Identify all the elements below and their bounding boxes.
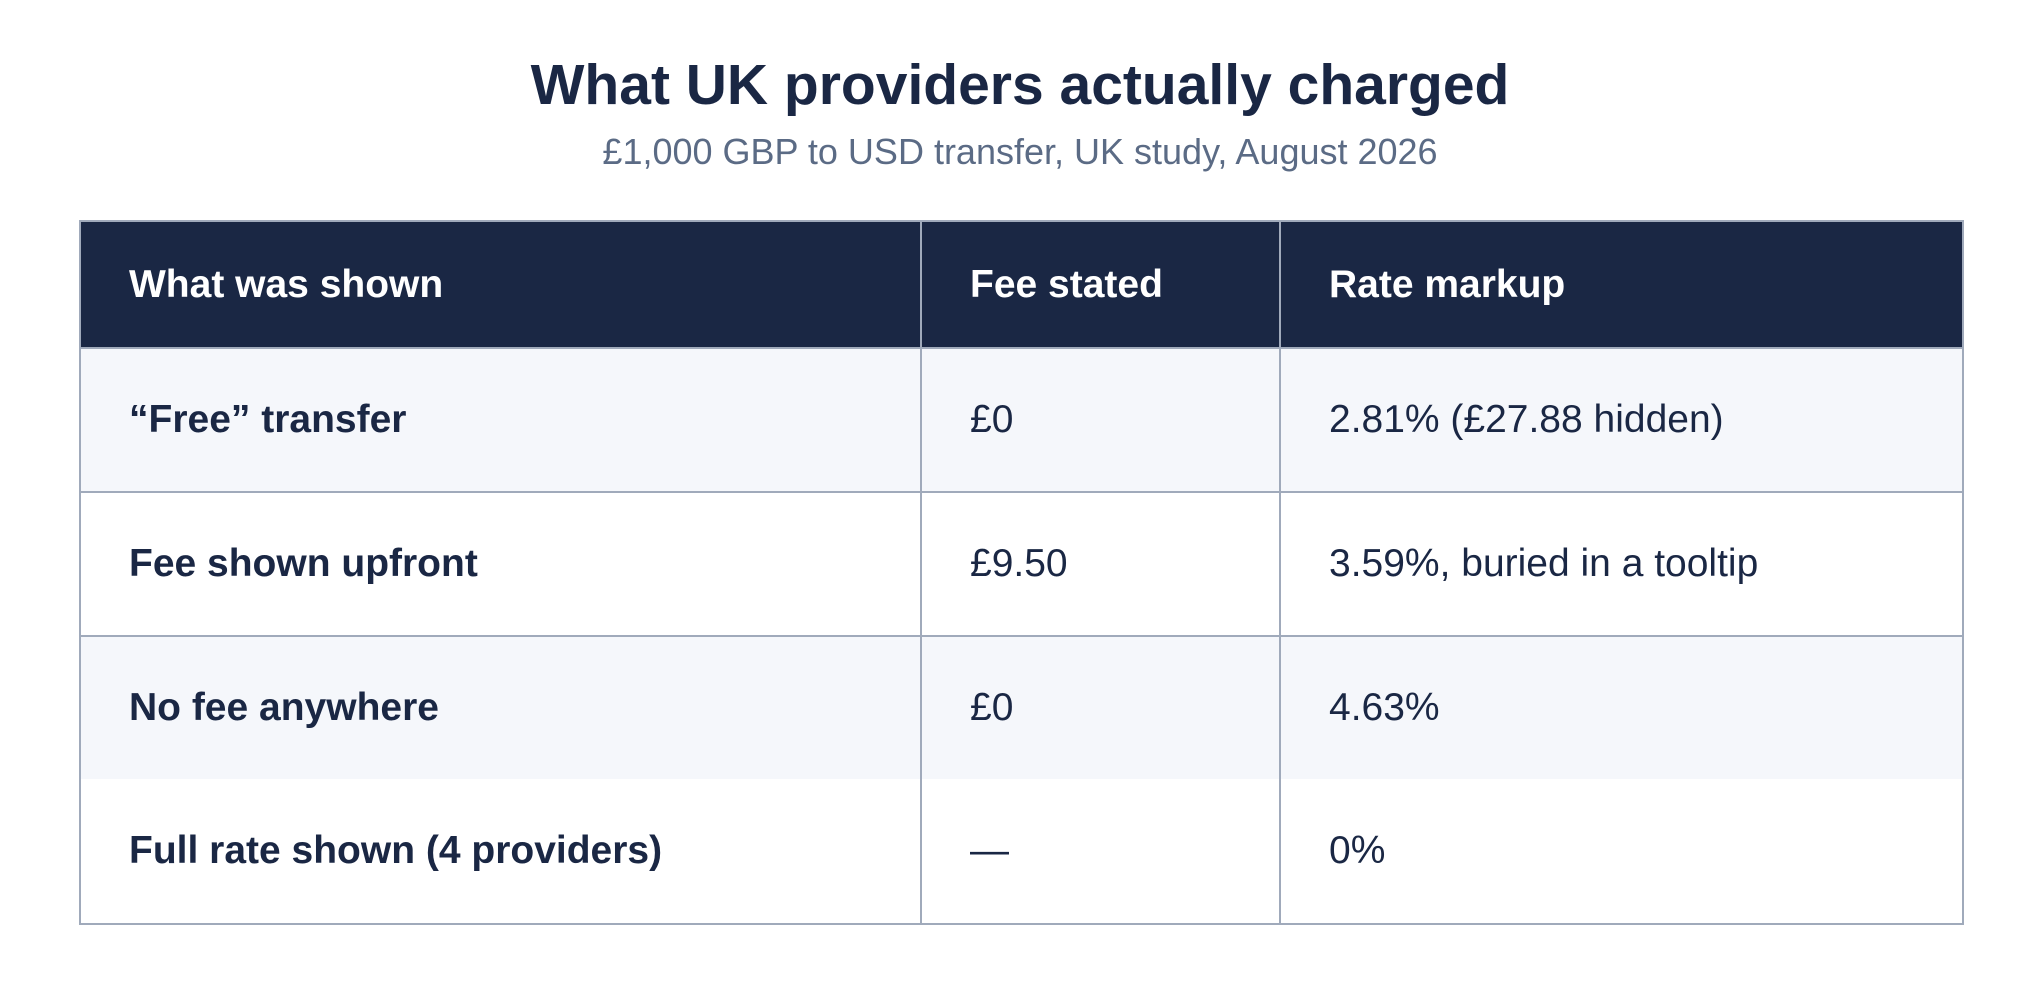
row: Fee shown upfront £9.50 3.59%, buried in…: [79, 491, 1964, 636]
cell: Full rate shown (4 providers): [79, 779, 922, 924]
column-header: What was shown: [79, 221, 922, 348]
cell: “Free” transfer: [79, 347, 922, 492]
cell: £0: [920, 347, 1281, 492]
cell: 2.81% (£27.88 hidden): [1279, 347, 1964, 492]
header-row: What was shown Fee stated Rate markup: [79, 221, 1964, 348]
column-header: Fee stated: [920, 221, 1281, 348]
cell: £0: [920, 635, 1281, 779]
cell: 0%: [1279, 779, 1964, 924]
cell: Fee shown upfront: [79, 491, 922, 636]
cell: —: [920, 779, 1281, 924]
title: What UK providers actually charged: [530, 53, 1510, 117]
table: What was shown Fee stated Rate markup “F…: [79, 220, 1964, 925]
cell: No fee anywhere: [79, 635, 922, 779]
row: “Free” transfer £0 2.81% (£27.88 hidden): [79, 347, 1964, 492]
cell: 3.59%, buried in a tooltip: [1279, 491, 1964, 636]
subtitle: £1,000 GBP to USD transfer, UK study, Au…: [602, 131, 1438, 172]
row: No fee anywhere £0 4.63%: [79, 635, 1964, 779]
column-header: Rate markup: [1279, 221, 1964, 348]
row: Full rate shown (4 providers) — 0%: [79, 779, 1964, 924]
cell: £9.50: [920, 491, 1281, 636]
cell: 4.63%: [1279, 635, 1964, 779]
